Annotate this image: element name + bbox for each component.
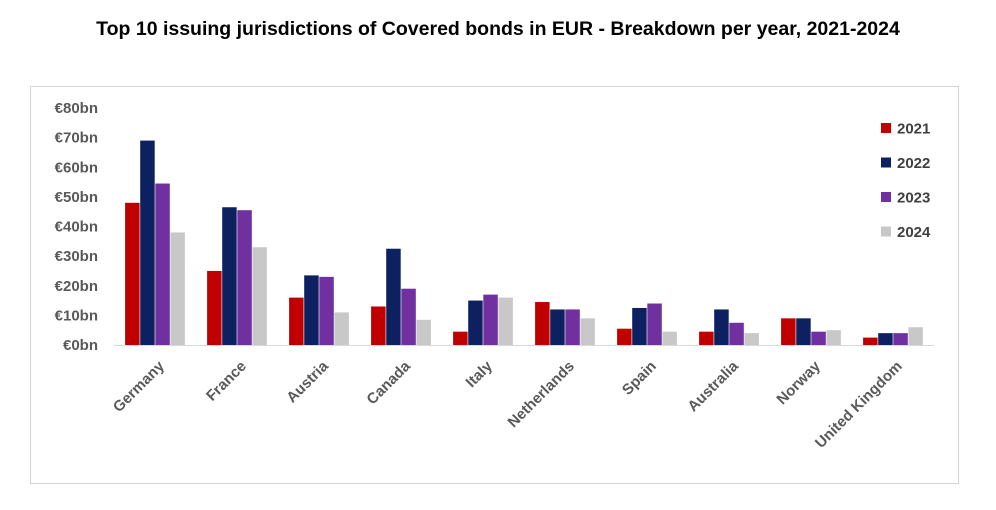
x-tick-label: Germany	[110, 357, 168, 415]
bar-2022-italy	[468, 300, 483, 345]
bar-2021-spain	[617, 328, 632, 345]
legend-swatch-2021	[881, 123, 891, 133]
bar-2023-italy	[483, 294, 498, 345]
bar-2024-netherlands	[580, 318, 595, 345]
y-tick-label: €30bn	[55, 248, 98, 265]
legend: 2021 2022 2023 2024	[881, 121, 931, 241]
x-tick-label: France	[203, 358, 250, 405]
bar-2022-germany	[140, 140, 155, 345]
bars	[125, 140, 923, 345]
bar-2024-france	[252, 247, 267, 345]
y-tick-label: €60bn	[55, 159, 98, 176]
bar-2022-united-kingdom	[878, 333, 893, 345]
legend-swatch-2022	[881, 157, 891, 168]
bar-2024-austria	[334, 312, 349, 345]
bar-2023-netherlands	[565, 309, 580, 345]
bar-2021-australia	[699, 331, 714, 345]
bar-2021-united-kingdom	[863, 337, 878, 345]
legend-swatch-2024	[881, 226, 891, 237]
legend-label: 2021	[897, 121, 930, 138]
x-tick-label: Austria	[283, 357, 332, 406]
x-tick-label: Spain	[619, 358, 660, 399]
bar-2021-norway	[781, 318, 796, 345]
legend-label: 2024	[897, 224, 931, 241]
bar-2023-canada	[401, 288, 416, 345]
legend-label: 2023	[897, 190, 930, 207]
legend-swatch-2023	[881, 192, 891, 202]
x-tick-label: Italy	[463, 357, 497, 391]
y-tick-label: €20bn	[55, 278, 98, 295]
y-tick-label: €50bn	[55, 189, 98, 206]
bar-2022-canada	[386, 248, 401, 345]
bar-2022-australia	[714, 309, 729, 345]
bar-2022-spain	[632, 307, 647, 345]
bar-2022-france	[222, 207, 237, 345]
bar-2022-netherlands	[550, 309, 565, 345]
x-tick-label: United Kingdom	[812, 358, 906, 452]
bar-2021-germany	[125, 202, 140, 345]
x-tick-label: Canada	[363, 357, 414, 408]
x-axis-ticks: Germany France Austria Canada Italy Netherlan…	[110, 357, 906, 451]
bar-2024-norway	[826, 330, 841, 345]
y-axis-ticks: €0bn €10bn €20bn €30bn €40bn €50bn €60bn €70bn €…	[55, 100, 98, 354]
bar-2024-germany	[170, 232, 185, 345]
bar-2022-norway	[796, 318, 811, 345]
chart-frame	[30, 86, 959, 484]
bar-2021-austria	[289, 297, 304, 345]
bar-2021-canada	[371, 306, 386, 345]
bar-2022-austria	[304, 275, 319, 345]
legend-label: 2022	[897, 155, 930, 172]
x-tick-label: Netherlands	[504, 358, 577, 431]
bar-2023-france	[237, 210, 252, 345]
bar-2023-germany	[155, 183, 170, 345]
bar-2021-netherlands	[535, 302, 550, 345]
bar-2024-australia	[744, 333, 759, 345]
bar-2023-austria	[319, 276, 334, 345]
bar-2021-italy	[453, 331, 468, 345]
x-tick-label: Australia	[684, 357, 742, 415]
y-tick-label: €70bn	[55, 130, 98, 147]
bar-2023-spain	[647, 303, 662, 345]
bar-2024-spain	[662, 331, 677, 345]
chart-title: Top 10 issuing jurisdictions of Covered …	[96, 18, 900, 40]
bar-2024-united-kingdom	[908, 327, 923, 345]
bar-2024-italy	[498, 297, 513, 345]
bar-2023-australia	[729, 322, 744, 345]
bar-2021-france	[207, 270, 222, 345]
y-tick-label: €80bn	[55, 100, 98, 117]
y-tick-label: €10bn	[55, 307, 98, 324]
y-tick-label: €0bn	[63, 337, 98, 354]
bar-2023-united-kingdom	[893, 333, 908, 345]
x-tick-label: Norway	[773, 357, 824, 408]
bar-2023-norway	[811, 331, 826, 345]
y-tick-label: €40bn	[55, 219, 98, 236]
bar-2024-canada	[416, 319, 431, 345]
